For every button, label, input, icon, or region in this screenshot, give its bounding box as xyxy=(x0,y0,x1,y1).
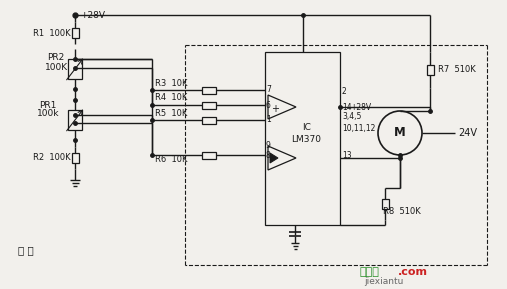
Bar xyxy=(68,59,82,79)
Text: R2  100K: R2 100K xyxy=(33,153,70,162)
Text: 24V: 24V xyxy=(458,128,477,138)
Bar xyxy=(201,86,215,94)
Text: R7  510K: R7 510K xyxy=(438,66,476,75)
Bar xyxy=(381,199,388,209)
Bar xyxy=(201,116,215,123)
Bar xyxy=(201,151,215,158)
Text: 13: 13 xyxy=(342,151,352,160)
Text: 7: 7 xyxy=(266,86,271,95)
Text: 图 九: 图 九 xyxy=(18,245,34,255)
Bar xyxy=(68,110,82,130)
Text: 100K: 100K xyxy=(45,62,68,71)
Text: LM370: LM370 xyxy=(291,134,321,144)
Text: M: M xyxy=(394,127,406,140)
Polygon shape xyxy=(268,95,296,119)
Text: PR2: PR2 xyxy=(47,53,64,62)
Text: R5  10K: R5 10K xyxy=(155,108,188,118)
Text: R4  10K: R4 10K xyxy=(155,94,188,103)
Polygon shape xyxy=(268,146,296,170)
Text: PR1: PR1 xyxy=(39,101,56,110)
Text: .com: .com xyxy=(398,267,428,277)
Circle shape xyxy=(378,111,422,155)
Text: R6  10K: R6 10K xyxy=(155,155,188,164)
Text: 6: 6 xyxy=(266,101,271,110)
Bar xyxy=(265,52,340,225)
Bar xyxy=(201,101,215,108)
Text: 9: 9 xyxy=(266,140,271,149)
Text: R1  100K: R1 100K xyxy=(33,29,70,38)
Text: +28V: +28V xyxy=(350,103,371,112)
Text: 3,4,5: 3,4,5 xyxy=(342,112,361,121)
Text: 1: 1 xyxy=(266,116,271,125)
Bar xyxy=(71,28,79,38)
Bar xyxy=(71,153,79,163)
Text: jiexiantu: jiexiantu xyxy=(364,277,404,286)
Text: +: + xyxy=(271,104,279,114)
Text: R3  10K: R3 10K xyxy=(155,79,188,88)
Text: 14: 14 xyxy=(342,103,352,112)
Text: IC: IC xyxy=(302,123,311,132)
Text: 10,11,12: 10,11,12 xyxy=(342,123,375,132)
Text: R8  510K: R8 510K xyxy=(383,208,421,216)
Text: +28V: +28V xyxy=(80,10,105,19)
Text: 8: 8 xyxy=(266,151,271,160)
Text: 接线图: 接线图 xyxy=(360,267,380,277)
Text: 100k: 100k xyxy=(37,110,59,118)
Bar xyxy=(426,65,433,75)
Text: 2: 2 xyxy=(342,88,347,97)
Polygon shape xyxy=(270,153,278,163)
